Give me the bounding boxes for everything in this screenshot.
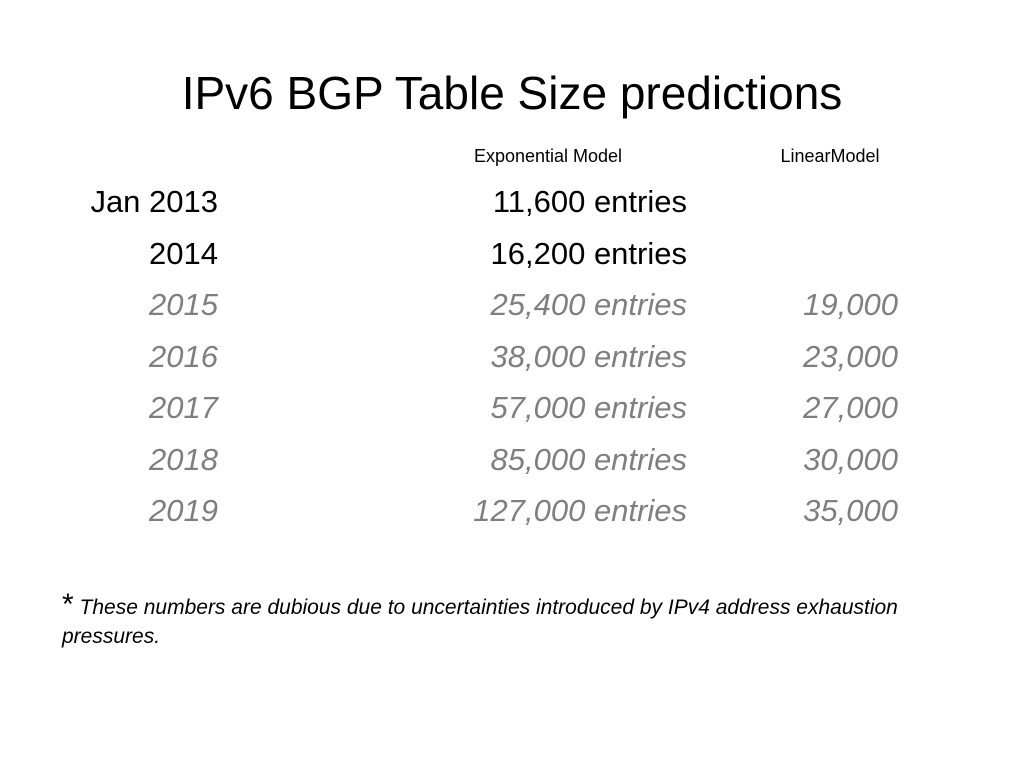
linear-cell: 23,000 <box>803 338 898 374</box>
exponential-cell: 85,000 entries <box>490 441 687 477</box>
exponential-cell: 38,000 entries <box>490 338 687 374</box>
exponential-cell: 11,600 entries <box>492 184 687 219</box>
footnote-marker: * <box>62 588 74 621</box>
year-cell: 2018 <box>149 441 218 477</box>
year-cell: 2014 <box>149 235 218 271</box>
year-cell: 2015 <box>149 287 218 322</box>
exponential-cell: 25,400 entries <box>490 287 687 322</box>
year-cell: 2019 <box>149 493 218 528</box>
linear-cell: 19,000 <box>803 287 898 322</box>
exponential-cell: 16,200 entries <box>490 235 687 271</box>
year-cell: 2017 <box>149 390 218 425</box>
footnote: * These numbers are dubious due to uncer… <box>62 590 962 651</box>
slide-title: IPv6 BGP Table Size predictions <box>181 67 843 119</box>
year-cell: Jan 2013 <box>90 184 218 219</box>
column-header: LinearModel <box>780 146 880 166</box>
linear-cell: 30,000 <box>803 441 898 477</box>
linear-cell: 35,000 <box>803 493 898 528</box>
column-header: Exponential Model <box>473 146 623 166</box>
exponential-cell: 57,000 entries <box>490 390 687 425</box>
year-cell: 2016 <box>149 338 218 374</box>
exponential-cell: 127,000 entries <box>473 493 687 528</box>
linear-cell: 27,000 <box>803 390 898 425</box>
footnote-text: These numbers are dubious due to uncerta… <box>62 596 898 648</box>
